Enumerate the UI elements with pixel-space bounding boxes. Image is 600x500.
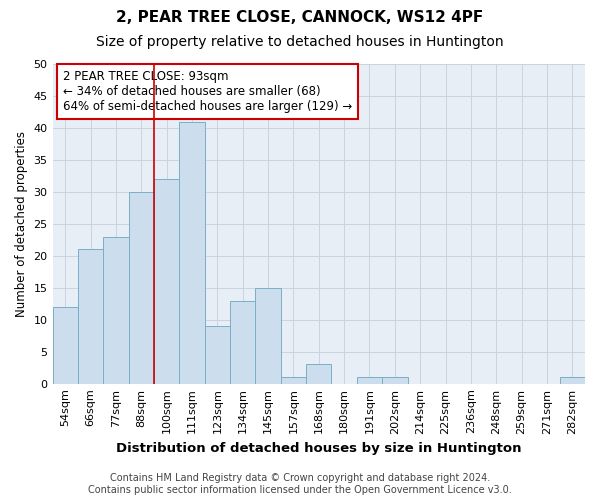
Bar [306,364,331,384]
Bar [78,250,103,384]
Text: 2 PEAR TREE CLOSE: 93sqm
← 34% of detached houses are smaller (68)
64% of semi-d: 2 PEAR TREE CLOSE: 93sqm ← 34% of detach… [63,70,352,114]
Bar [53,307,78,384]
Bar [154,179,179,384]
Text: 2, PEAR TREE CLOSE, CANNOCK, WS12 4PF: 2, PEAR TREE CLOSE, CANNOCK, WS12 4PF [116,10,484,25]
Bar [103,236,128,384]
Bar [382,378,407,384]
Text: Size of property relative to detached houses in Huntington: Size of property relative to detached ho… [96,35,504,49]
Bar [560,378,585,384]
Bar [128,192,154,384]
Bar [205,326,230,384]
Bar [179,122,205,384]
Bar [281,378,306,384]
Text: Contains HM Land Registry data © Crown copyright and database right 2024.
Contai: Contains HM Land Registry data © Crown c… [88,474,512,495]
Y-axis label: Number of detached properties: Number of detached properties [15,131,28,317]
Bar [357,378,382,384]
Bar [256,288,281,384]
Bar [230,300,256,384]
X-axis label: Distribution of detached houses by size in Huntington: Distribution of detached houses by size … [116,442,521,455]
